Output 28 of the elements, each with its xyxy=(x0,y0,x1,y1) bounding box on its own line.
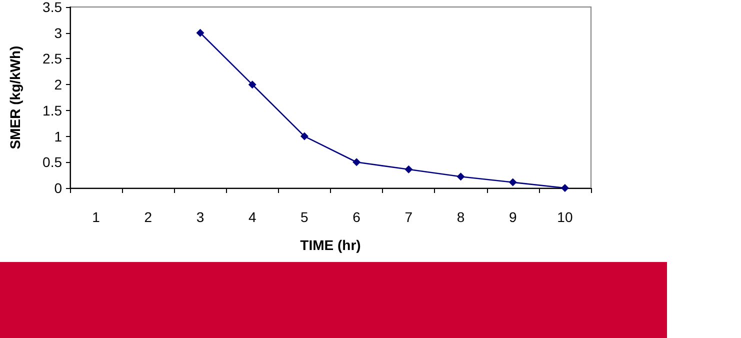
x-tick-label: 3 xyxy=(196,209,204,225)
point xyxy=(196,28,204,37)
point xyxy=(456,172,465,181)
point xyxy=(508,178,517,186)
point xyxy=(404,165,413,174)
x-axis-title: TIME (hr) xyxy=(300,237,361,253)
x-tick-label: 7 xyxy=(404,209,413,225)
x-tick-label: 9 xyxy=(508,209,517,225)
x-tick-label: 6 xyxy=(352,209,361,225)
y-axis-title: SMER (kg/kWh) xyxy=(7,46,23,150)
point xyxy=(352,158,361,166)
y-tick-label: 2.5 xyxy=(42,50,62,67)
point xyxy=(300,132,308,140)
y-tick-label: 0 xyxy=(54,180,62,196)
y-tick-label: 3.5 xyxy=(42,0,62,15)
x-tick-label: 10 xyxy=(557,209,573,225)
y-tick-label: 0.5 xyxy=(42,154,62,170)
y-tick-label: 1 xyxy=(54,128,62,144)
x-tick-label: 4 xyxy=(248,209,256,225)
point xyxy=(560,184,569,192)
y-tick-label: 1.5 xyxy=(42,102,62,118)
x-tick-label: 5 xyxy=(300,209,309,225)
x-tick-label: 1 xyxy=(92,209,100,225)
x-tick-label: 2 xyxy=(144,209,152,225)
point xyxy=(248,80,256,89)
x-tick-label: 8 xyxy=(456,209,465,225)
y-tick-label: 3 xyxy=(54,24,62,41)
y-tick-label: 2 xyxy=(54,76,62,93)
